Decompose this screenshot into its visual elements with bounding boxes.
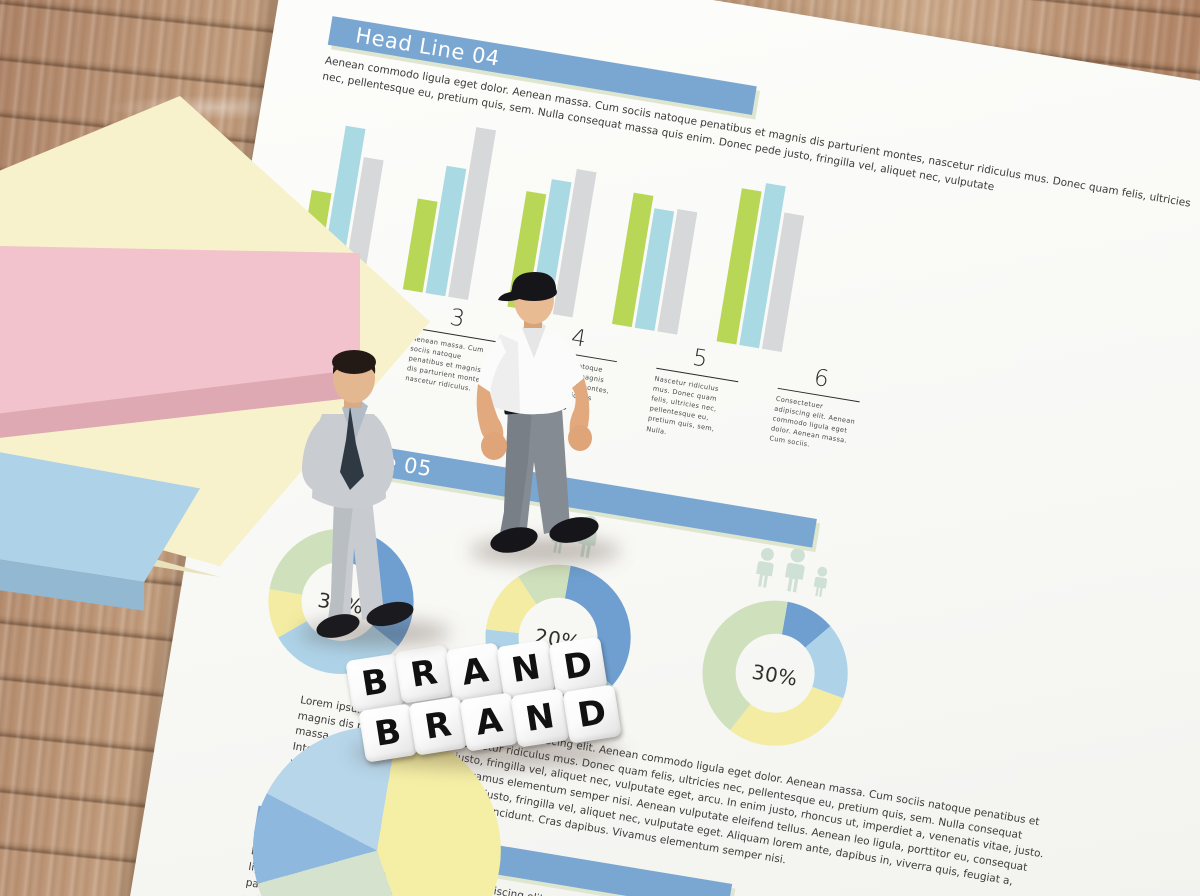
blue-sticky-note-pad — [0, 438, 200, 618]
donut-cell-30: 30% — [689, 537, 868, 763]
person-icon — [785, 547, 805, 593]
people-group-3 — [749, 542, 835, 598]
person-icon — [813, 566, 828, 597]
donut-chart-30 — [702, 600, 848, 746]
donut-label-30: 30% — [750, 659, 800, 692]
donut-wrap-30: 30% — [689, 588, 860, 763]
pie-chart-d — [252, 726, 501, 896]
man-in-white-shirt-figurine — [448, 272, 628, 572]
brand-cube-r1: R — [394, 644, 454, 704]
brand-cube-a1: A — [445, 642, 505, 702]
brand-cube-n2: N — [510, 688, 570, 748]
person-icon — [756, 547, 774, 588]
pie-chart-card-d: D Cum sociis natoque penatibus et magnis… — [191, 704, 545, 896]
businessman-in-suit-figurine — [276, 348, 426, 648]
brand-cube-d2: D — [562, 684, 622, 744]
axis-col-5: 5 Nascetur ridiculus mus. Donec quam fel… — [646, 339, 744, 448]
axis-caption-5: Nascetur ridiculus mus. Donec quam felis… — [645, 374, 720, 436]
bar-group-6 — [716, 171, 810, 352]
axis-col-6: 6 Consectetuer adipiscing elit. Aenean c… — [767, 359, 865, 468]
brand-cube-r2: R — [408, 696, 468, 756]
axis-caption-6: Consectetuer adipiscing elit. Aenean com… — [768, 394, 856, 450]
brand-cube-a2: A — [459, 692, 519, 752]
pink-sticky-note-pad — [0, 245, 360, 445]
